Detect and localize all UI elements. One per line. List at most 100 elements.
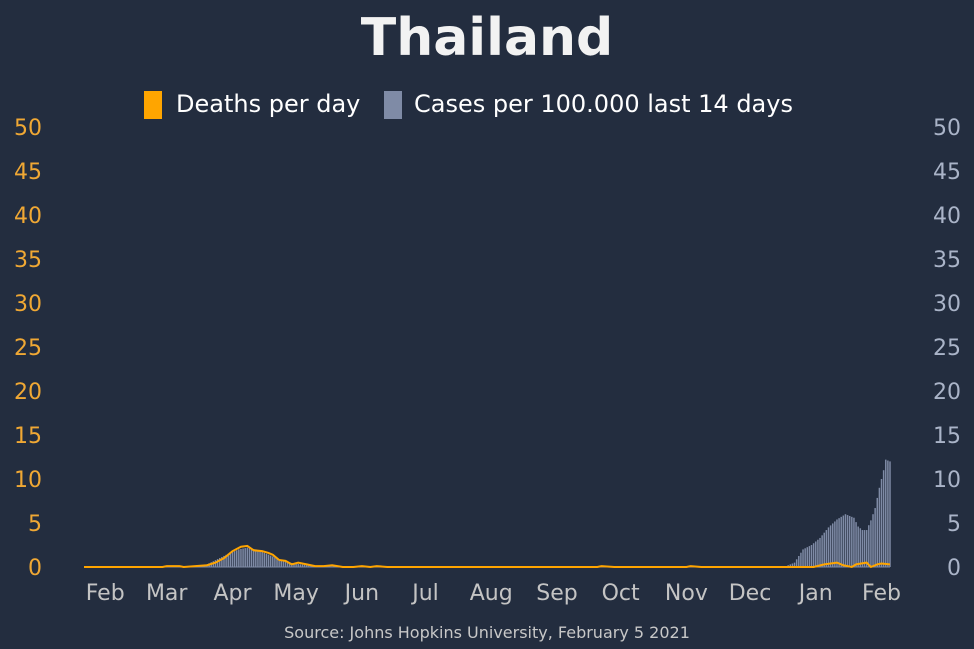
- cases-bar: [242, 548, 244, 567]
- cases-bar: [257, 550, 259, 567]
- right-tick-label: 5: [947, 512, 961, 537]
- cases-bar: [246, 547, 249, 567]
- cases-bar: [216, 559, 219, 567]
- cases-bar: [817, 539, 819, 567]
- left-tick-label: 15: [14, 424, 42, 449]
- cases-bar: [274, 557, 276, 567]
- cases-bar: [806, 547, 809, 567]
- cases-bar: [882, 470, 885, 567]
- cases-bar: [259, 551, 261, 567]
- cases-bar: [221, 556, 223, 567]
- x-tick-label: Jun: [343, 581, 379, 606]
- cases-bar: [299, 564, 302, 567]
- cases-bar: [874, 508, 876, 567]
- right-axis: 0 5 10 15 20 25 30 35 40 45 50: [933, 116, 961, 581]
- x-tick-label: Dec: [729, 581, 772, 606]
- cases-bar: [276, 558, 278, 567]
- left-tick-label: 30: [14, 292, 42, 317]
- legend: Deaths per day Cases per 100.000 last 14…: [144, 90, 793, 119]
- cases-bar: [278, 559, 280, 567]
- cases-bar: [823, 532, 825, 567]
- cases-bar: [303, 564, 306, 567]
- cases-bars: [84, 459, 891, 568]
- cases-bar: [250, 548, 253, 567]
- x-tick-label: Sep: [536, 581, 577, 606]
- left-tick-label: 50: [14, 116, 42, 141]
- deaths-line: [84, 544, 891, 569]
- right-tick-label: 30: [933, 292, 961, 317]
- cases-bar: [857, 526, 859, 567]
- cases-bar: [880, 479, 883, 567]
- cases-bar: [272, 556, 274, 567]
- cases-bar: [219, 558, 221, 567]
- cases-bar: [861, 530, 864, 567]
- cases-bar: [235, 550, 238, 567]
- cases-bar: [269, 555, 272, 567]
- right-tick-label: 15: [933, 424, 961, 449]
- cases-bar: [301, 564, 304, 567]
- left-axis: 0 5 10 15 20 25 30 35 40 45 50: [14, 116, 42, 581]
- cases-bar: [863, 530, 866, 567]
- cases-bar: [308, 565, 310, 567]
- cases-bar: [848, 515, 851, 567]
- cases-bar: [244, 548, 246, 567]
- cases-bar: [255, 549, 257, 567]
- x-axis: Feb Mar Apr May Jun Jul Aug Sep Oct Nov Dec Jan Feb: [86, 581, 901, 606]
- x-tick-label: Jul: [410, 581, 439, 606]
- cases-bar: [853, 517, 855, 567]
- left-tick-label: 20: [14, 380, 42, 405]
- cases-bar: [289, 562, 291, 567]
- right-tick-label: 45: [933, 160, 961, 185]
- cases-bar: [876, 497, 879, 567]
- x-tick-label: May: [273, 581, 318, 606]
- cases-bar: [831, 523, 834, 567]
- cases-bar: [827, 527, 830, 567]
- left-tick-label: 35: [14, 248, 42, 273]
- cases-bar: [887, 460, 889, 567]
- source-note: Source: Johns Hopkins University, Februa…: [284, 623, 690, 642]
- cases-bar: [859, 528, 862, 567]
- cases-bar: [821, 535, 823, 567]
- cases-bar: [800, 552, 802, 567]
- cases-bar: [868, 525, 870, 567]
- cases-bar: [838, 518, 840, 567]
- x-tick-label: Mar: [146, 581, 188, 606]
- cases-bar: [310, 565, 312, 567]
- cases-bar: [851, 516, 853, 567]
- cases-bar: [231, 552, 234, 567]
- cases-bar: [885, 459, 887, 567]
- cases-bar: [265, 553, 268, 567]
- right-tick-label: 25: [933, 336, 961, 361]
- chart-title: Thailand: [361, 8, 614, 68]
- cases-bar: [223, 555, 225, 567]
- cases-bar: [252, 548, 255, 567]
- x-tick-label: Nov: [665, 581, 708, 606]
- cases-bar: [808, 546, 811, 567]
- left-tick-label: 45: [14, 160, 42, 185]
- legend-label-deaths: Deaths per day: [176, 90, 360, 118]
- cases-bar: [240, 548, 242, 567]
- cases-bar: [825, 530, 828, 567]
- cases-bar: [878, 487, 881, 567]
- cases-bar: [297, 564, 299, 567]
- left-tick-label: 5: [28, 512, 42, 537]
- right-tick-label: 35: [933, 248, 961, 273]
- cases-bar: [233, 551, 236, 567]
- cases-bar: [844, 514, 847, 567]
- cases-bar: [836, 519, 838, 567]
- cases-bar: [889, 461, 891, 567]
- cases-bar: [793, 562, 796, 567]
- cases-bar: [842, 515, 845, 567]
- cases-bar: [282, 560, 285, 567]
- cases-bar: [229, 552, 232, 567]
- cases-bar: [261, 552, 263, 567]
- cases-bar: [834, 521, 836, 567]
- left-tick-label: 10: [14, 468, 42, 493]
- cases-bar: [284, 561, 287, 567]
- left-tick-label: 0: [28, 556, 42, 581]
- left-tick-label: 25: [14, 336, 42, 361]
- right-tick-label: 40: [933, 204, 961, 229]
- cases-bar: [305, 565, 308, 567]
- cases-bar: [267, 554, 270, 567]
